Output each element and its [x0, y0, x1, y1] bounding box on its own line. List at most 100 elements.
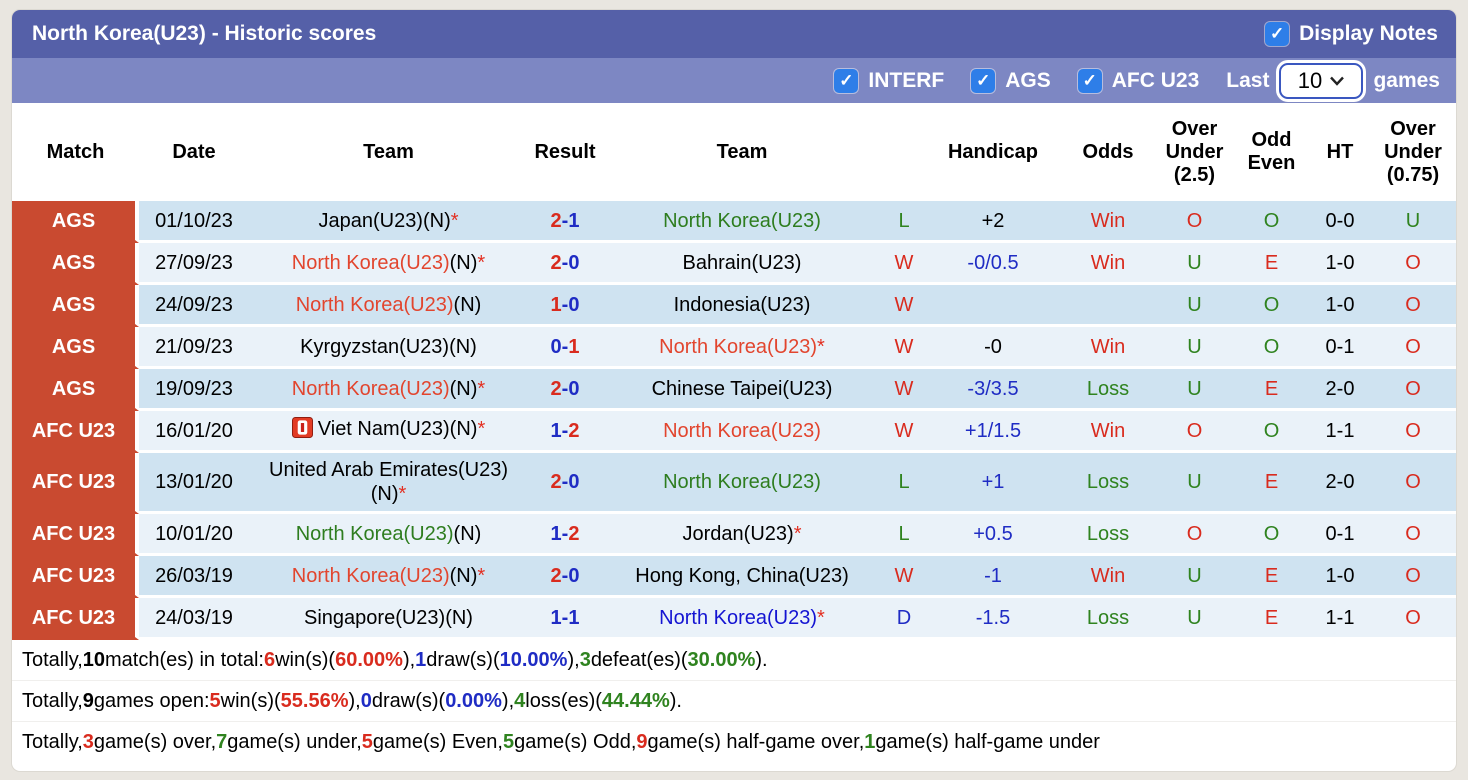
match-competition-badge: AFC U23 [12, 514, 139, 556]
over-under-2-5-value: U [1156, 369, 1233, 411]
summary-segment: ). [755, 648, 768, 671]
summary-segment: 9 [82, 689, 94, 712]
over-under-0-75-value: O [1370, 411, 1456, 453]
half-time-score: 0-0 [1310, 201, 1370, 243]
home-team: Kyrgyzstan(U23)(N) [249, 327, 528, 369]
competition-label: AGS [51, 293, 96, 316]
summary-segment: 10 [82, 648, 106, 671]
over-under-0-75-value: O [1370, 327, 1456, 369]
summary-line-1: Totally, 10 match(es) in total: 6 win(s)… [12, 640, 1456, 680]
last-games-group: Last 10 games [1226, 62, 1440, 99]
summary-segment: game(s) Odd, [514, 730, 637, 753]
result-score: 1-0 [528, 285, 602, 327]
team-name-text: North Korea(U23) [659, 606, 818, 629]
over-under-2-5-value: U [1156, 327, 1233, 369]
summary-segment: Totally, [22, 648, 83, 671]
column-header-over: Over Under (2.5) [1165, 117, 1224, 186]
away-team: North Korea(U23) [602, 201, 882, 243]
ags-checkbox[interactable]: ✓ [971, 68, 996, 93]
summary-segment: 3 [579, 648, 591, 671]
over-under-0-75-value-text: O [1405, 377, 1421, 400]
match-date: 19/09/23 [139, 369, 249, 411]
over-under-0-75-value-text: O [1405, 335, 1421, 358]
half-time-score: 0-1 [1310, 514, 1370, 556]
check-icon: ✓ [1082, 70, 1097, 90]
over-under-2-5-value: O [1156, 201, 1233, 243]
summary-segment: game(s) Even, [372, 730, 503, 753]
star-marker: * [793, 522, 802, 545]
away-team: North Korea(U23)* [602, 598, 882, 640]
odds-result: Win [1060, 556, 1156, 598]
wdl-indicator: W [882, 369, 926, 411]
over-under-2-5-value: O [1156, 411, 1233, 453]
home-team-name: Viet Nam(U23)(N)* [291, 417, 485, 444]
table-row: AGS 21/09/23 Kyrgyzstan(U23)(N) 0-1 North Ko… [12, 327, 1456, 369]
afc-u23-checkbox[interactable]: ✓ [1077, 68, 1102, 93]
odds-result-text: Loss [1086, 606, 1130, 629]
home-team: North Korea(U23)(N)* [249, 243, 528, 285]
summary-segment: loss(es)( [525, 689, 602, 712]
competition-label: AFC U23 [31, 471, 116, 493]
over-under-0-75-value: O [1370, 453, 1456, 514]
home-score: 2 [550, 209, 562, 232]
home-team-name: United Arab Emirates(U23)(N)* [253, 458, 525, 506]
odd-even-value: O [1233, 201, 1310, 243]
match-date: 10/01/20 [139, 514, 249, 556]
handicap-value-text: -0/0.5 [967, 251, 1019, 274]
filter-label: AGS [1005, 68, 1051, 92]
odd-even-value-text: E [1264, 564, 1279, 587]
table-row: AFC U23 26/03/19 North Korea(U23)(N)* 2-0 Ho… [12, 556, 1456, 598]
result-score: 2-0 [528, 369, 602, 411]
over-under-2-5-value-text: U [1187, 251, 1202, 274]
summary-segment: 0.00% [445, 689, 502, 712]
half-time-score: 2-0 [1310, 453, 1370, 514]
interf-checkbox[interactable]: ✓ [834, 68, 859, 93]
over-under-0-75-value-text: O [1405, 419, 1421, 442]
handicap-value: -0/0.5 [926, 243, 1060, 285]
filter-label: INTERF [868, 68, 945, 92]
column-header-odds: Odds [1082, 140, 1134, 163]
check-icon: ✓ [839, 70, 854, 90]
team-name-text: North Korea(U23) [295, 522, 454, 545]
date-text: 24/09/23 [155, 293, 233, 316]
table-row: AFC U23 10/01/20 North Korea(U23)(N) 1-2 Jor… [12, 514, 1456, 556]
team-name-suffix: (N) [449, 377, 478, 400]
wdl-indicator: L [882, 514, 926, 556]
half-time-text: 2-0 [1325, 471, 1355, 493]
display-notes-checkbox[interactable]: ✓ [1265, 22, 1290, 46]
team-name-text: Indonesia(U23) [673, 293, 811, 316]
summary-segment: 5 [209, 689, 221, 712]
summary-segment: draw(s)( [426, 648, 500, 671]
home-score: 2 [550, 377, 562, 400]
odds-result [1060, 285, 1156, 327]
competition-label: AFC U23 [31, 564, 116, 587]
competition-filters: ✓ INTERF ✓ AGS ✓ AFC U23 [834, 68, 1199, 93]
summary-segment: ), [567, 648, 580, 671]
home-team: North Korea(U23)(N)* [249, 556, 528, 598]
away-team-name: North Korea(U23)* [659, 335, 825, 359]
away-score: 1 [568, 335, 580, 358]
handicap-value: +2 [926, 201, 1060, 243]
half-time-text: 0-1 [1325, 522, 1355, 545]
match-date: 16/01/20 [139, 411, 249, 453]
summary-notes: Totally, 10 match(es) in total: 6 win(s)… [12, 640, 1456, 762]
team-name-text: Japan(U23)(N) [318, 209, 451, 232]
home-score: 1 [550, 522, 562, 545]
home-team-name: North Korea(U23)(N)* [292, 377, 485, 401]
away-team: Jordan(U23)* [602, 514, 882, 556]
summary-segment: game(s) under, [227, 730, 362, 753]
over-under-0-75-value-text: U [1405, 209, 1421, 232]
away-team-name: North Korea(U23) [663, 419, 821, 443]
summary-segment: 10.00% [499, 648, 568, 671]
home-team-name: Singapore(U23)(N) [304, 606, 473, 630]
home-team-name: North Korea(U23)(N)* [292, 564, 485, 588]
competition-label: AFC U23 [31, 522, 116, 545]
over-under-2-5-value-text: U [1187, 564, 1202, 587]
column-header-odd: Odd Even [1247, 129, 1296, 174]
over-under-0-75-value: O [1370, 243, 1456, 285]
wdl-indicator-text: W [894, 419, 914, 442]
odds-result-text: Win [1090, 335, 1126, 358]
last-games-select[interactable]: 10 [1279, 62, 1364, 99]
odd-even-value: E [1233, 556, 1310, 598]
summary-segment: ). [669, 689, 682, 712]
